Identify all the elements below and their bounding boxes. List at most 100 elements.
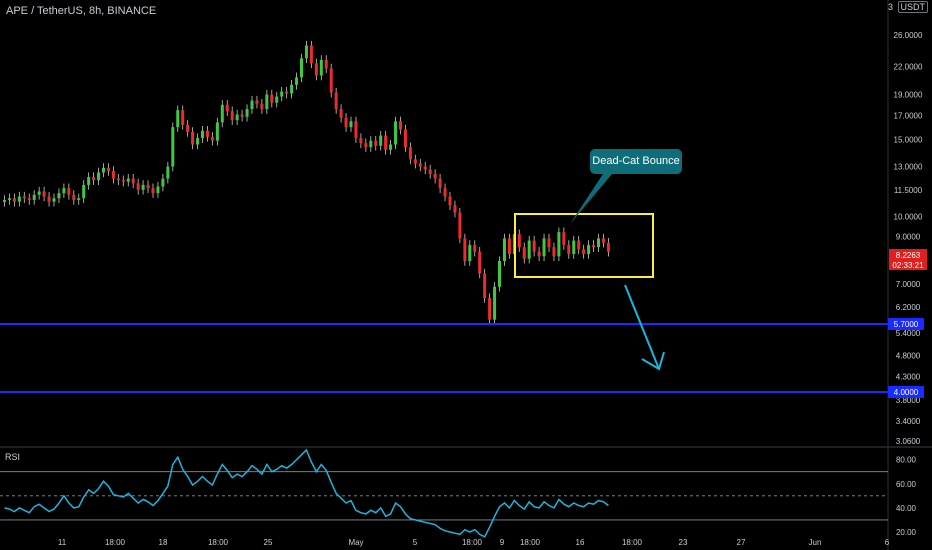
time-tick-label: 27 — [737, 538, 746, 547]
candle-up — [290, 84, 294, 94]
candle-down — [324, 59, 328, 69]
rsi-tick-label: 80.00 — [896, 456, 917, 465]
candle-down — [22, 196, 26, 199]
candle-down — [577, 240, 581, 250]
rsi-panel[interactable]: 80.00 60.00 40.00 20.00 — [0, 448, 917, 538]
candle-up — [250, 100, 254, 110]
candle-up — [161, 178, 165, 187]
candle-down — [92, 177, 96, 181]
candle-down — [339, 109, 343, 118]
candle-down — [428, 169, 432, 174]
candle-down — [522, 247, 526, 259]
candle-up — [215, 122, 219, 141]
support-label-upper: 5.7000 — [888, 318, 924, 330]
support-label-lower-text: 4.0000 — [894, 388, 919, 397]
candle-down — [67, 188, 71, 195]
price-tick-label: 7.0000 — [896, 280, 921, 289]
candle-down — [443, 188, 447, 197]
candle-down — [448, 196, 452, 206]
candle-down — [592, 244, 596, 248]
candle-up — [7, 198, 11, 200]
candle-down — [42, 191, 46, 197]
price-axis[interactable]: 26.0000 22.0000 19.0000 17.0000 15.0000 13.00… — [894, 31, 923, 446]
candle-down — [473, 244, 477, 252]
time-tick-label: 18:00 — [622, 538, 643, 547]
time-tick-label: 18:00 — [462, 538, 483, 547]
candle-up — [493, 286, 497, 320]
price-tick-label: 9.0000 — [896, 232, 921, 241]
price-tick-label: 4.8000 — [896, 352, 921, 361]
candle-up — [57, 193, 61, 199]
candle-down — [314, 63, 318, 76]
candle-up — [349, 121, 353, 128]
candle-up — [587, 244, 591, 254]
candle-up — [156, 186, 160, 194]
time-tick-label: 18:00 — [208, 538, 229, 547]
time-tick-label: 23 — [679, 538, 688, 547]
candle-up — [572, 240, 576, 254]
candle-up — [176, 110, 180, 128]
candle-up — [82, 184, 86, 199]
current-price-tag: 8.2263 02:33:21 — [889, 249, 927, 270]
time-tick-label: 5 — [413, 538, 418, 547]
candle-up — [597, 238, 600, 248]
candle-up — [389, 144, 393, 150]
candle-up — [379, 135, 383, 146]
candle-down — [354, 121, 358, 139]
candle-down — [418, 163, 422, 167]
candle-down — [567, 244, 571, 254]
candle-up — [502, 238, 506, 262]
currency-mark: 3 — [887, 2, 893, 12]
time-tick-label: 6 — [885, 538, 890, 547]
time-tick-label: 16 — [576, 538, 585, 547]
candle-up — [527, 240, 531, 259]
candle-up — [319, 59, 323, 76]
candle-down — [537, 251, 541, 257]
candle-down — [552, 247, 556, 257]
candle-down — [374, 140, 378, 146]
candle-up — [52, 198, 56, 202]
rsi-tick-label: 20.00 — [896, 528, 917, 537]
down-arrow[interactable] — [624, 284, 665, 371]
price-tick-label: 6.2000 — [896, 303, 921, 312]
price-tick-label: 4.3000 — [896, 372, 921, 381]
candle-down — [399, 121, 402, 130]
candle-down — [47, 196, 51, 202]
candle-up — [3, 199, 6, 202]
candle-down — [408, 147, 412, 160]
time-axis[interactable]: 11 18:00 18 18:00 25 May 5 18:00 9 18:00 16 18:00 23… — [58, 538, 890, 547]
candle-up — [542, 238, 546, 257]
candle-down — [12, 198, 16, 202]
candle-up — [102, 167, 105, 173]
candle-down — [606, 242, 610, 252]
candle-down — [582, 249, 586, 254]
candle-down — [329, 68, 333, 93]
price-tick-label: 11.5000 — [894, 186, 923, 195]
rsi-line — [4, 448, 609, 538]
candle-down — [186, 124, 190, 132]
candle-down — [116, 178, 120, 181]
candle-down — [106, 167, 110, 171]
candle-down — [121, 180, 125, 182]
candle-up — [369, 140, 373, 148]
candle-up — [201, 130, 204, 139]
countdown-text: 02:33:21 — [892, 261, 924, 270]
candle-up — [87, 177, 91, 185]
candle-up — [37, 191, 41, 195]
dead-cat-bounce-callout[interactable]: Dead-Cat Bounce — [590, 149, 682, 174]
candle-down — [131, 178, 135, 184]
candle-up — [171, 127, 175, 167]
consolidation-box[interactable] — [514, 213, 654, 278]
candle-down — [309, 45, 313, 64]
candle-up — [220, 104, 224, 123]
candle-up — [394, 121, 398, 145]
candle-down — [111, 170, 115, 179]
candle-up — [304, 45, 308, 59]
candle-down — [205, 130, 209, 137]
time-tick-label: 25 — [264, 538, 273, 547]
time-tick-label: 9 — [500, 538, 505, 547]
currency-badge[interactable]: 3 USDT — [887, 1, 928, 13]
candle-up — [468, 244, 472, 262]
